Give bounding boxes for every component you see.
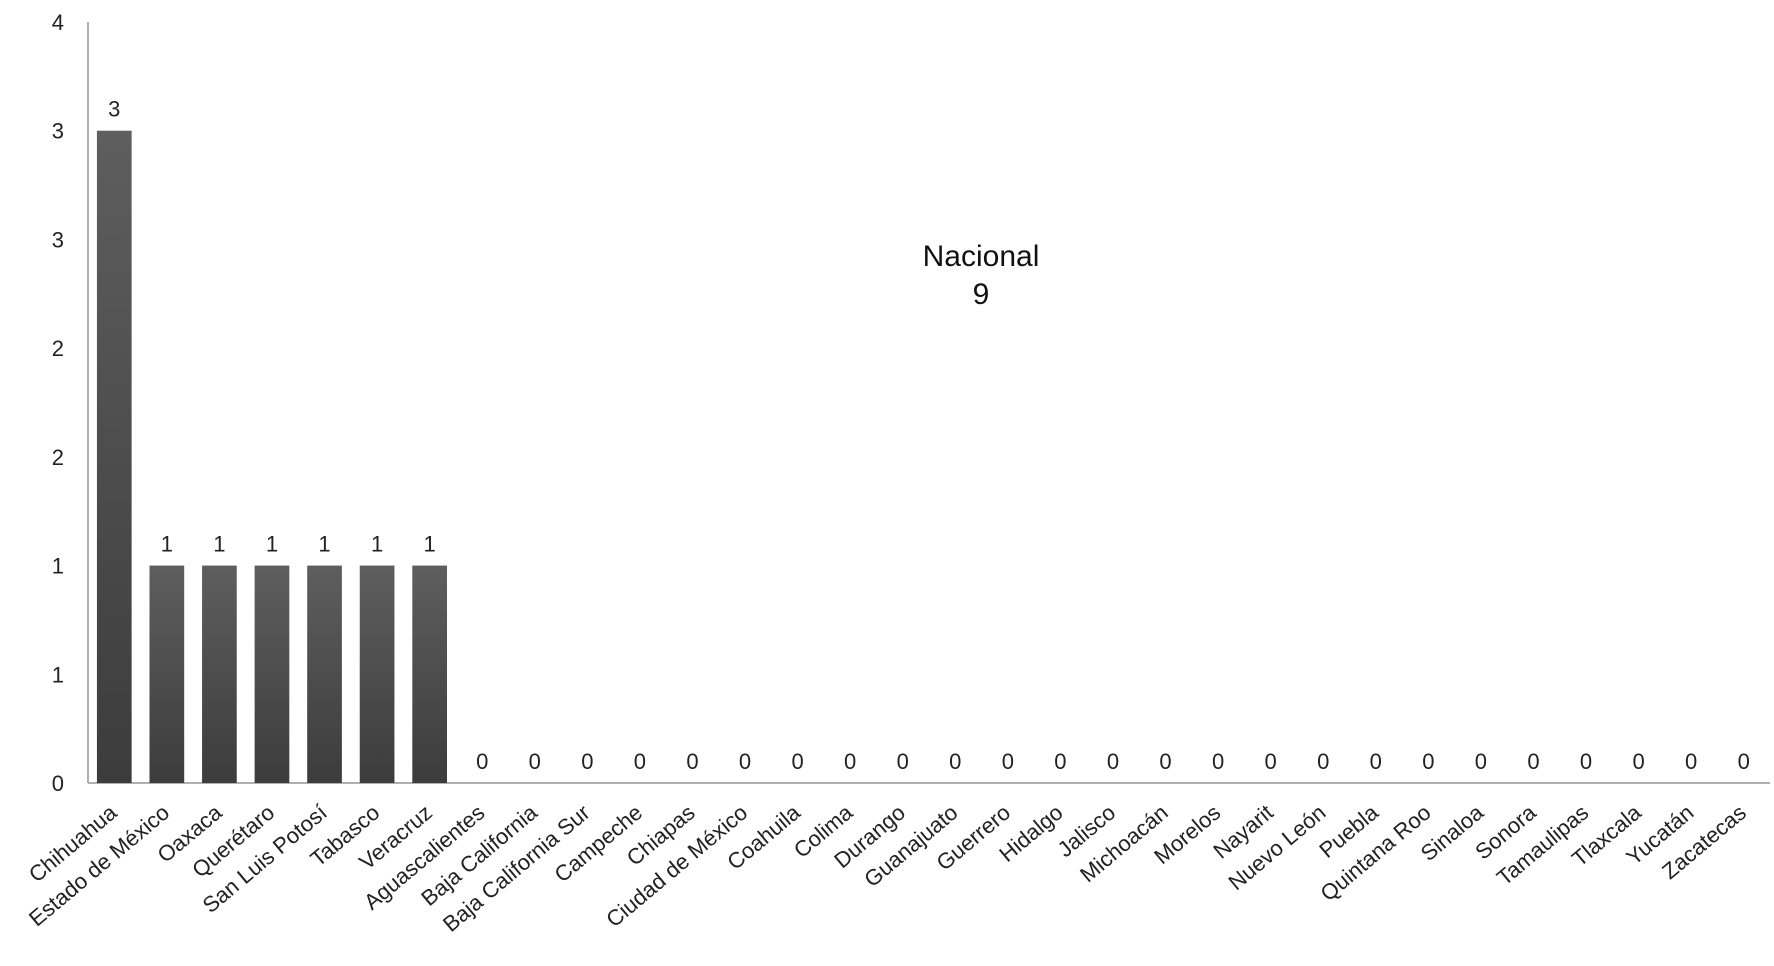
bars [96,130,448,783]
data-label: 3 [108,97,120,122]
data-label: 0 [1422,749,1434,774]
data-label: 1 [371,532,383,557]
data-label: 0 [1632,749,1644,774]
data-label: 0 [1685,749,1697,774]
data-label: 0 [1370,749,1382,774]
data-label: 1 [318,532,330,557]
bar [412,565,448,783]
bar [149,565,185,783]
data-label: 1 [266,532,278,557]
annotation-value: 9 [973,278,990,311]
data-label: 0 [897,749,909,774]
bar [202,565,237,783]
data-label: 0 [476,749,488,774]
data-label: 0 [1475,749,1487,774]
data-label: 0 [844,749,856,774]
data-label: 0 [1159,749,1171,774]
annotation-title: Nacional [923,240,1040,273]
data-label: 0 [1738,749,1750,774]
data-label: 0 [1054,749,1066,774]
data-label: 0 [1580,749,1592,774]
data-label: 0 [739,749,751,774]
y-tick-label: 2 [52,336,64,361]
bar [96,130,132,783]
data-label: 0 [529,749,541,774]
bar [359,565,395,783]
data-label: 0 [1107,749,1119,774]
data-label: 0 [686,749,698,774]
data-label: 0 [581,749,593,774]
bar [307,565,342,783]
data-labels: 3 1 1 1 1 1 1 0 0 0 0 0 0 0 0 0 0 0 0 0 0 0 0 0 0 0 0 0 0 0 0 0 [108,97,1750,774]
y-tick-label: 3 [52,227,64,252]
data-label: 1 [424,532,436,557]
data-label: 0 [1265,749,1277,774]
data-label: 0 [1002,749,1014,774]
y-tick-label: 2 [52,445,64,470]
bar [254,565,290,783]
y-tick-label: 0 [52,771,64,796]
data-label: 0 [1527,749,1539,774]
y-tick-label: 1 [52,554,64,579]
data-label: 0 [1317,749,1329,774]
data-label: 0 [1212,749,1224,774]
y-tick-label: 3 [52,119,64,144]
y-tick-label: 4 [52,10,64,35]
data-label: 0 [791,749,803,774]
data-label: 1 [161,532,173,557]
y-tick-label: 1 [52,662,64,687]
data-label: 1 [213,532,225,557]
data-label: 0 [634,749,646,774]
data-label: 0 [949,749,961,774]
y-axis: 0 1 1 2 2 3 3 4 [52,10,89,796]
